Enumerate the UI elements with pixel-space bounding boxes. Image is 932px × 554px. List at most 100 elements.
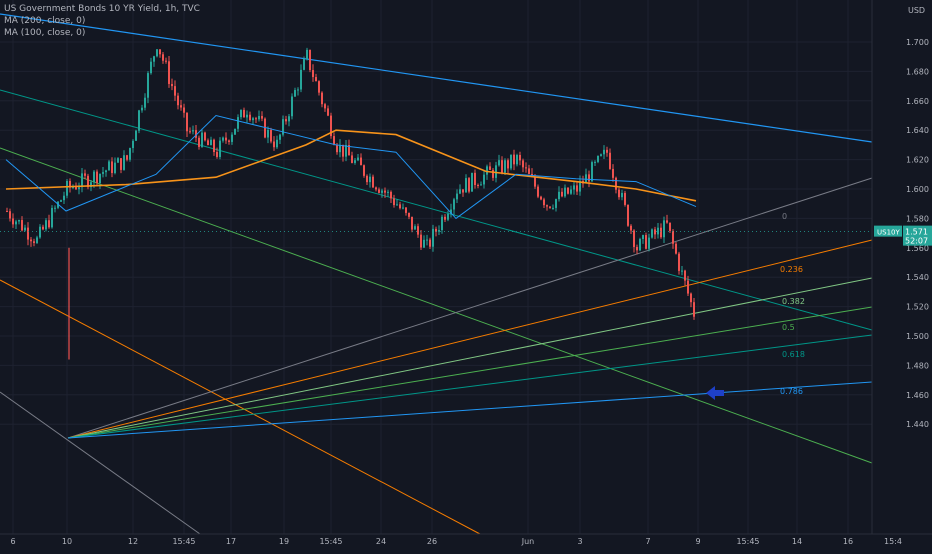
candle-body xyxy=(306,49,308,60)
candle-body xyxy=(288,116,290,122)
candle-body xyxy=(135,130,137,141)
fib-fan-line[interactable] xyxy=(67,277,873,439)
candle-body xyxy=(141,107,143,111)
candle-body xyxy=(234,128,236,135)
candle-body xyxy=(441,216,443,231)
candle-body xyxy=(294,90,296,97)
candle-body xyxy=(363,165,365,176)
candle-body xyxy=(576,185,578,192)
candle-body xyxy=(177,95,179,106)
candle-body xyxy=(360,157,362,166)
candle-body xyxy=(456,193,458,200)
candle-body xyxy=(183,107,185,113)
candle-body xyxy=(39,226,41,238)
fib-fan-line[interactable] xyxy=(67,239,873,439)
candle-body xyxy=(567,187,569,194)
candle-body xyxy=(240,109,242,118)
fib-fan-line[interactable] xyxy=(67,306,873,439)
channel-line-top[interactable] xyxy=(0,89,873,331)
channel-line-mid[interactable] xyxy=(0,147,873,464)
candle-body xyxy=(159,49,161,55)
candle-body xyxy=(192,130,194,132)
candle-body xyxy=(285,119,287,122)
candle-body xyxy=(549,206,551,208)
candle-body xyxy=(414,226,416,230)
time-tick: 15:45 xyxy=(319,537,342,546)
candle-body xyxy=(318,81,320,93)
price-tick: 1.640 xyxy=(906,126,929,135)
candle-body xyxy=(213,139,215,153)
candle-body xyxy=(402,207,404,209)
candle-body xyxy=(588,174,590,182)
candle-body xyxy=(408,212,410,217)
price-tick: 1.520 xyxy=(906,303,929,312)
candle-body xyxy=(495,165,497,178)
price-tick: 1.620 xyxy=(906,156,929,165)
candle-body xyxy=(150,61,152,74)
trendline-upper[interactable] xyxy=(0,13,873,143)
candle-body xyxy=(504,160,506,173)
fib-fan-line[interactable] xyxy=(67,177,873,439)
candle-body xyxy=(564,187,566,197)
candle-body xyxy=(261,116,263,119)
candle-body xyxy=(321,92,323,105)
candle-body xyxy=(594,161,596,163)
candle-body xyxy=(42,226,44,230)
candle-body xyxy=(450,209,452,214)
candle-body xyxy=(561,191,563,197)
candle-body xyxy=(681,270,683,272)
time-tick: 15:45 xyxy=(736,537,759,546)
candle-body xyxy=(426,239,428,241)
candle-body xyxy=(354,160,356,163)
candle-body xyxy=(639,238,641,251)
candle-body xyxy=(171,83,173,87)
candle-body xyxy=(342,144,344,157)
time-tick: 17 xyxy=(226,537,236,546)
candle-body xyxy=(243,109,245,118)
candle-body xyxy=(51,207,53,228)
time-tick: 26 xyxy=(427,537,437,546)
candle-body xyxy=(507,160,509,169)
candle-body xyxy=(447,213,449,220)
price-tick: 1.580 xyxy=(906,214,929,223)
last-price-value: 1.571 xyxy=(905,228,928,237)
time-axis[interactable] xyxy=(0,534,932,550)
candle-body xyxy=(348,144,350,156)
price-axis[interactable] xyxy=(872,0,932,550)
candle-body xyxy=(6,211,8,213)
candle-body xyxy=(642,235,644,239)
candle-body xyxy=(111,161,113,174)
candle-body xyxy=(45,220,47,230)
time-tick: 15:4 xyxy=(884,537,902,546)
candle-body xyxy=(609,152,611,169)
candle-body xyxy=(204,132,206,141)
candle-body xyxy=(24,227,26,231)
candle-body xyxy=(120,158,122,170)
fib-fan-line[interactable] xyxy=(67,381,873,439)
candle-body xyxy=(522,160,524,168)
candle-body xyxy=(600,154,602,156)
candle-body xyxy=(411,216,413,230)
candle-body xyxy=(123,155,125,170)
channel-line-gray[interactable] xyxy=(0,391,201,535)
candle-body xyxy=(672,230,674,244)
candle-body xyxy=(675,243,677,254)
candle-body xyxy=(147,73,149,98)
candle-body xyxy=(339,144,341,153)
time-tick: 24 xyxy=(376,537,386,546)
candle-body xyxy=(168,61,170,84)
price-tick: 1.680 xyxy=(906,67,929,76)
candle-body xyxy=(423,239,425,248)
fib-fan-line[interactable] xyxy=(67,334,873,439)
candle-body xyxy=(282,119,284,135)
time-tick: 16 xyxy=(843,537,853,546)
candle-body xyxy=(99,173,101,183)
channel-line-orange[interactable] xyxy=(0,279,481,535)
candle-body xyxy=(375,187,377,190)
candle-body xyxy=(207,140,209,146)
candle-body xyxy=(303,59,305,70)
candle-body xyxy=(336,144,338,153)
candle-body xyxy=(540,196,542,200)
